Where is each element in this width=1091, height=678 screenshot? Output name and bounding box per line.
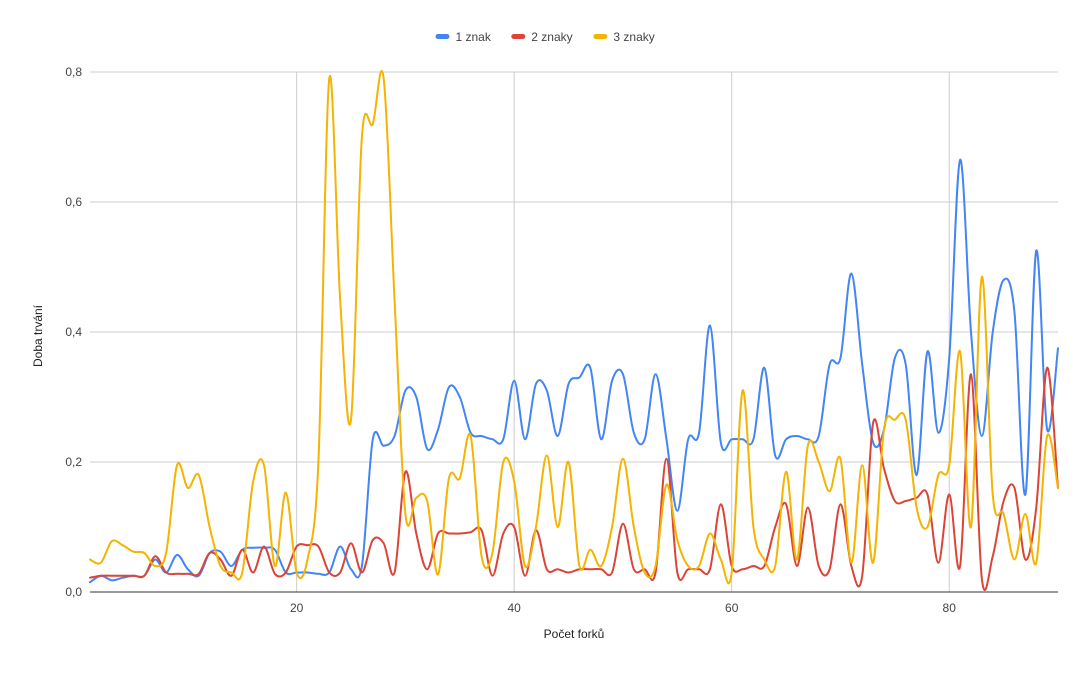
legend[interactable]: 1 znak 2 znaky 3 znaky bbox=[435, 30, 655, 44]
x-tick-label: 80 bbox=[943, 601, 957, 615]
y-tick-label: 0,8 bbox=[65, 65, 82, 79]
legend-item-1[interactable]: 1 znak bbox=[435, 30, 492, 44]
legend-label: 1 znak bbox=[456, 30, 492, 44]
x-tick-label: 40 bbox=[508, 601, 522, 615]
legend-item-3[interactable]: 3 znaky bbox=[593, 30, 655, 44]
grid bbox=[90, 71, 1058, 592]
y-tick-label: 0,2 bbox=[65, 455, 82, 469]
axes: 0,0 0,2 0,4 0,6 0,8 20 40 60 80 bbox=[65, 65, 1058, 615]
x-tick-label: 20 bbox=[290, 601, 304, 615]
legend-swatch bbox=[435, 34, 450, 39]
legend-swatch bbox=[593, 34, 608, 39]
y-tick-label: 0,4 bbox=[65, 325, 82, 339]
legend-swatch bbox=[511, 34, 526, 39]
y-axis-title: Doba trvání bbox=[31, 304, 45, 367]
series-line-2[interactable] bbox=[89, 366, 1059, 591]
series-lines bbox=[89, 69, 1059, 591]
y-tick-label: 0,6 bbox=[65, 195, 82, 209]
legend-label: 2 znaky bbox=[531, 30, 572, 44]
series-line-3[interactable] bbox=[89, 69, 1059, 585]
x-axis-title: Počet forků bbox=[544, 627, 605, 641]
x-tick-label: 60 bbox=[725, 601, 739, 615]
legend-item-2[interactable]: 2 znaky bbox=[511, 30, 573, 44]
legend-label: 3 znaky bbox=[613, 30, 654, 44]
y-tick-label: 0,0 bbox=[65, 585, 82, 599]
